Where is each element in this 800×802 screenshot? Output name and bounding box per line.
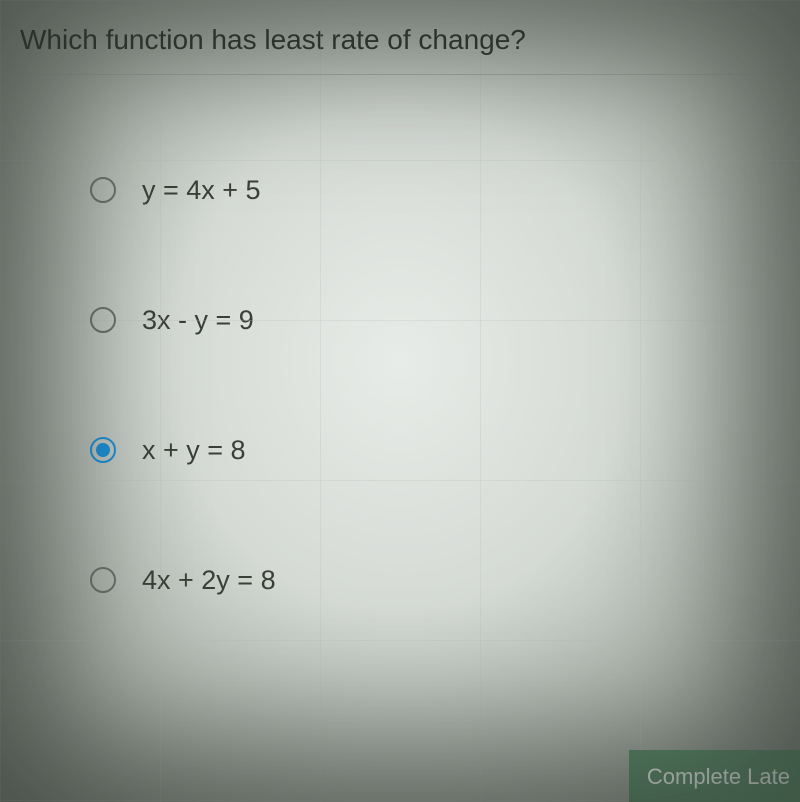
option-row[interactable]: 4x + 2y = 8 [0,515,800,645]
option-label: y = 4x + 5 [142,175,261,206]
question-text: Which function has least rate of change? [0,0,800,75]
option-row[interactable]: x + y = 8 [0,385,800,515]
radio-unchecked-icon[interactable] [90,177,116,203]
option-label: 3x - y = 9 [142,305,254,336]
radio-unchecked-icon[interactable] [90,567,116,593]
radio-unchecked-icon[interactable] [90,307,116,333]
option-row[interactable]: 3x - y = 9 [0,255,800,385]
option-row[interactable]: y = 4x + 5 [0,125,800,255]
options-group: y = 4x + 5 3x - y = 9 x + y = 8 4x + 2y … [0,75,800,645]
complete-later-button[interactable]: Complete Late [629,750,800,802]
option-label: x + y = 8 [142,435,246,466]
radio-checked-icon[interactable] [90,437,116,463]
option-label: 4x + 2y = 8 [142,565,276,596]
